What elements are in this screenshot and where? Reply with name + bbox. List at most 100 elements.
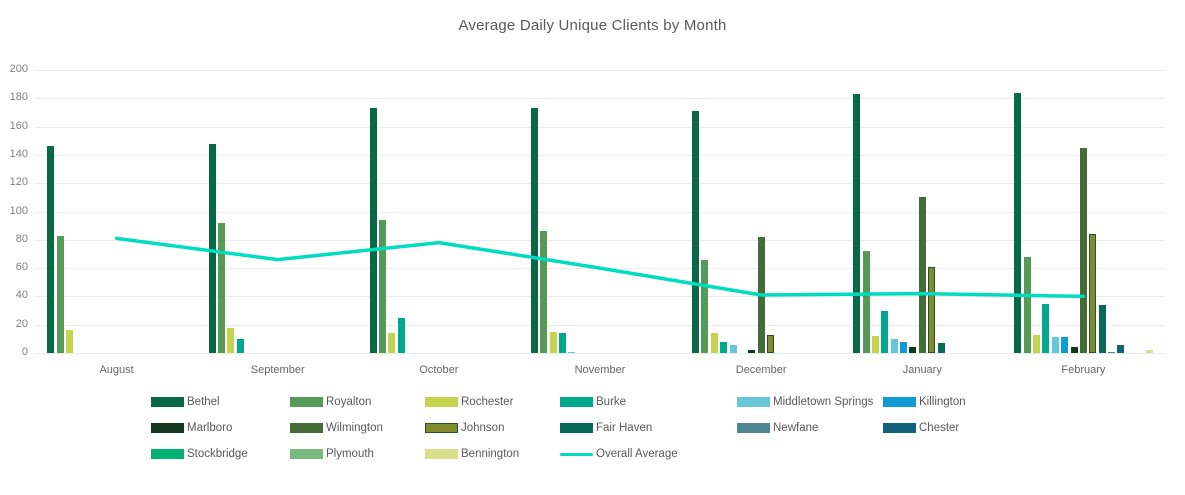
bar-royalton-august[interactable] xyxy=(56,235,64,353)
bar-royalton-november[interactable] xyxy=(540,231,548,353)
y-label-20: 20 xyxy=(15,317,28,330)
legend-line-swatch-overall-average xyxy=(560,452,593,456)
legend-swatch-chester xyxy=(883,423,916,433)
legend-swatch-middletown-springs xyxy=(737,397,770,407)
gridline-20 xyxy=(36,324,1164,326)
bar-bethel-january[interactable] xyxy=(853,94,861,353)
bar-marlboro-december[interactable] xyxy=(748,350,756,353)
legend-label-rochester: Rochester xyxy=(461,396,514,408)
bar-rochester-october[interactable] xyxy=(388,333,396,353)
legend-item-bethel[interactable]: Bethel xyxy=(151,396,290,408)
legend-item-middletown-springs[interactable]: Middletown Springs xyxy=(737,396,883,408)
y-label-180: 180 xyxy=(9,91,28,104)
chart-title: Average Daily Unique Clients by Month xyxy=(458,17,727,34)
bar-burke-october[interactable] xyxy=(397,317,405,353)
bar-bethel-november[interactable] xyxy=(530,108,538,353)
bar-rochester-february[interactable] xyxy=(1033,334,1041,353)
legend-item-johnson[interactable]: Johnson xyxy=(425,422,560,434)
legend-item-chester[interactable]: Chester xyxy=(883,422,1023,434)
legend-item-wilmington[interactable]: Wilmington xyxy=(290,422,425,434)
bar-royalton-january[interactable] xyxy=(862,251,870,353)
bar-bennington-february[interactable] xyxy=(1145,350,1153,353)
bar-bethel-december[interactable] xyxy=(692,111,699,353)
legend: Bethel Royalton Rochester Burke Middletown S… xyxy=(151,396,1023,460)
x-label-august: August xyxy=(99,364,134,376)
legend-swatch-bennington xyxy=(425,449,458,459)
bar-middletown-springs-february[interactable] xyxy=(1051,337,1059,353)
bar-bethel-august[interactable] xyxy=(47,146,55,353)
bar-group-january xyxy=(842,70,1003,353)
y-label-140: 140 xyxy=(9,147,28,160)
bar-marlboro-february[interactable] xyxy=(1070,347,1078,353)
legend-label-killington: Killington xyxy=(919,396,966,408)
legend-item-rochester[interactable]: Rochester xyxy=(425,396,560,408)
bar-bethel-september[interactable] xyxy=(208,143,216,353)
bar-fair-haven-february[interactable] xyxy=(1098,304,1106,353)
legend-label-plymouth: Plymouth xyxy=(326,448,374,460)
bar-middletown-springs-november[interactable] xyxy=(568,351,576,353)
legend-swatch-burke xyxy=(560,397,593,407)
legend-label-overall-average: Overall Average xyxy=(596,448,678,460)
legend-label-fair-haven: Fair Haven xyxy=(596,422,653,434)
legend-item-burke[interactable]: Burke xyxy=(560,396,737,408)
legend-item-marlboro[interactable]: Marlboro xyxy=(151,422,290,434)
bar-bethel-february[interactable] xyxy=(1014,92,1022,353)
legend-item-royalton[interactable]: Royalton xyxy=(290,396,425,408)
bar-rochester-november[interactable] xyxy=(549,331,557,353)
legend-item-fair-haven[interactable]: Fair Haven xyxy=(560,422,737,434)
bar-newfane-february[interactable] xyxy=(1108,351,1116,353)
bar-johnson-february[interactable] xyxy=(1089,234,1097,353)
bar-killington-january[interactable] xyxy=(900,341,908,353)
bar-royalton-september[interactable] xyxy=(217,222,225,353)
bar-royalton-october[interactable] xyxy=(379,220,387,353)
bar-rochester-january[interactable] xyxy=(871,336,879,353)
bar-rochester-september[interactable] xyxy=(227,327,235,353)
bar-wilmington-february[interactable] xyxy=(1079,147,1087,353)
x-label-february: February xyxy=(1061,364,1106,376)
bar-royalton-february[interactable] xyxy=(1023,256,1031,353)
bar-burke-december[interactable] xyxy=(720,341,728,353)
legend-item-stockbridge[interactable]: Stockbridge xyxy=(151,448,290,460)
legend-item-overall-average[interactable]: Overall Average xyxy=(560,448,737,460)
legend-label-chester: Chester xyxy=(919,422,960,434)
bar-wilmington-january[interactable] xyxy=(918,197,926,353)
legend-item-killington[interactable]: Killington xyxy=(883,396,1023,408)
bar-johnson-december[interactable] xyxy=(767,334,774,353)
bar-group-february xyxy=(1003,70,1164,353)
bar-rochester-august[interactable] xyxy=(66,330,74,353)
bar-marlboro-january[interactable] xyxy=(909,347,917,353)
legend-item-newfane[interactable]: Newfane xyxy=(737,422,883,434)
y-label-120: 120 xyxy=(9,176,28,189)
legend-label-bethel: Bethel xyxy=(187,396,220,408)
legend-label-newfane: Newfane xyxy=(773,422,819,434)
bar-group-december xyxy=(681,70,842,353)
bar-groups xyxy=(36,70,1164,353)
bar-killington-february[interactable] xyxy=(1061,337,1069,353)
bar-burke-november[interactable] xyxy=(558,333,566,353)
bar-royalton-december[interactable] xyxy=(701,259,709,353)
legend-swatch-wilmington xyxy=(290,423,323,433)
bar-bethel-october[interactable] xyxy=(369,108,377,353)
bar-johnson-january[interactable] xyxy=(928,266,936,353)
gridline-200 xyxy=(36,70,1164,71)
bar-burke-september[interactable] xyxy=(236,338,244,353)
bar-wilmington-december[interactable] xyxy=(757,237,765,353)
bar-group-october xyxy=(358,70,519,353)
bar-rochester-december[interactable] xyxy=(710,333,718,353)
gridline-0 xyxy=(36,353,1164,354)
gridline-100 xyxy=(36,211,1164,213)
legend-swatch-rochester xyxy=(425,397,458,407)
bar-fair-haven-january[interactable] xyxy=(937,343,945,353)
bar-burke-january[interactable] xyxy=(881,310,889,353)
bar-burke-february[interactable] xyxy=(1042,303,1050,353)
x-label-january: January xyxy=(902,364,942,376)
bar-chester-february[interactable] xyxy=(1117,344,1125,353)
plot-area xyxy=(36,70,1164,354)
legend-item-bennington[interactable]: Bennington xyxy=(425,448,560,460)
bar-middletown-springs-january[interactable] xyxy=(890,338,898,353)
legend-label-wilmington: Wilmington xyxy=(326,422,383,434)
legend-item-plymouth[interactable]: Plymouth xyxy=(290,448,425,460)
bar-middletown-springs-december[interactable] xyxy=(729,344,737,353)
legend-swatch-royalton xyxy=(290,397,323,407)
